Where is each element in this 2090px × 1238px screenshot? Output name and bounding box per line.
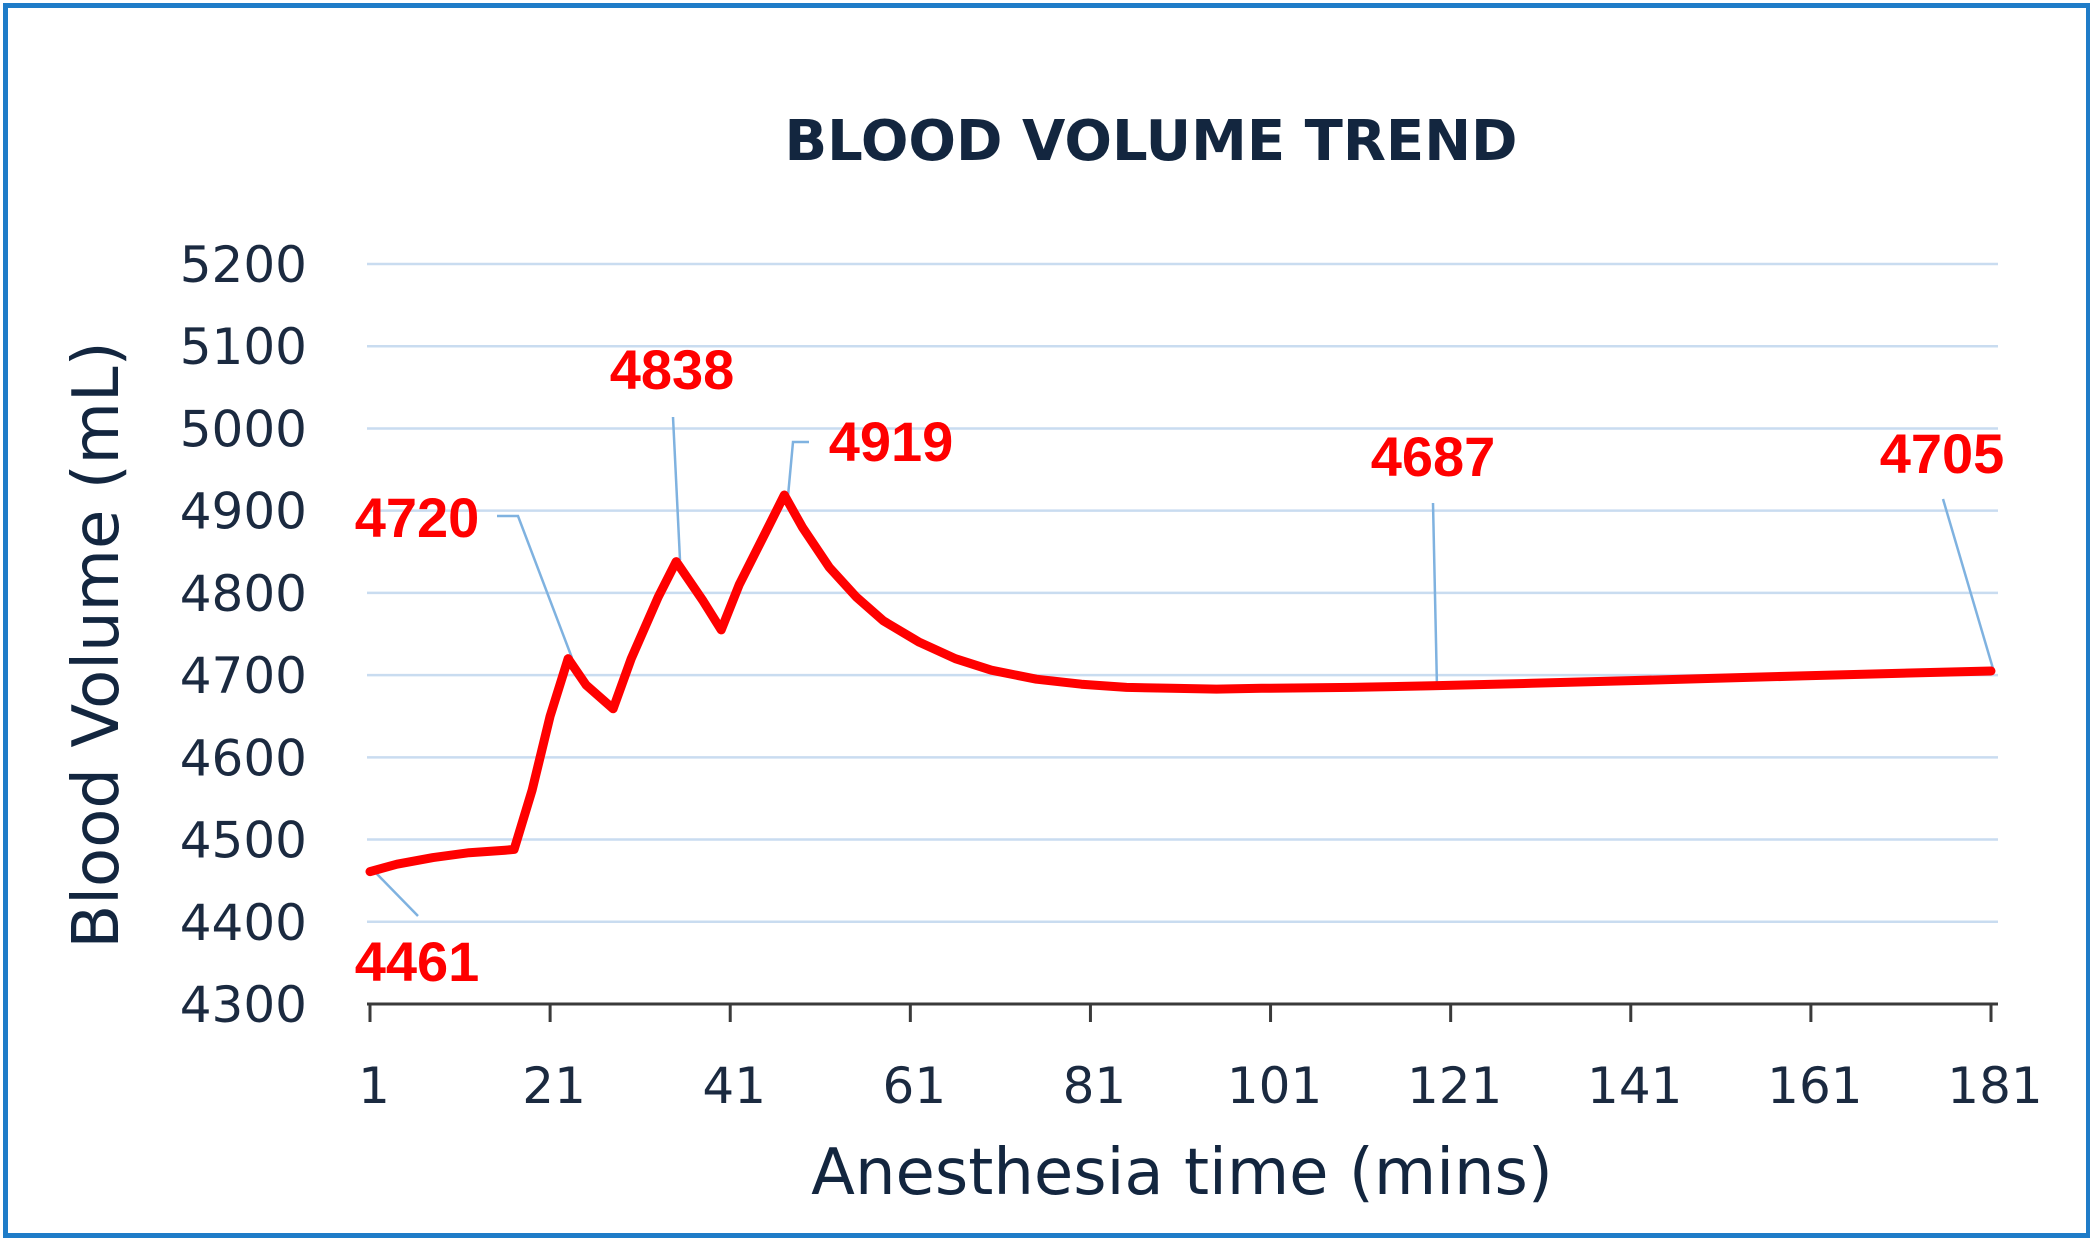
y-tick-label: 4800 xyxy=(180,565,307,623)
x-tick-label: 101 xyxy=(1227,1057,1322,1115)
x-tick-label: 181 xyxy=(1947,1057,2042,1115)
y-tick-label: 4500 xyxy=(180,812,307,870)
data-labels: 4461 4720 4838 4919 4687 4705 xyxy=(355,338,2005,993)
leader-line xyxy=(1943,499,1994,672)
y-tick-label: 5000 xyxy=(180,400,307,458)
x-tick-label: 1 xyxy=(358,1057,390,1115)
leader-line xyxy=(673,417,680,560)
leader-lines xyxy=(375,417,1994,916)
y-axis-title: Blood Volume (mL) xyxy=(60,341,134,948)
series-group xyxy=(370,495,1991,872)
x-tick-label: 61 xyxy=(883,1057,947,1115)
leader-line xyxy=(375,872,418,916)
chart-title: BLOOD VOLUME TREND xyxy=(784,109,1517,174)
blood-volume-line xyxy=(370,495,1991,872)
y-tick-label: 4900 xyxy=(180,483,307,541)
data-label: 4720 xyxy=(355,486,480,549)
y-tick-label: 5100 xyxy=(180,318,307,376)
y-tick-label: 5200 xyxy=(180,236,307,294)
x-tick-label: 41 xyxy=(702,1057,766,1115)
x-tick-label: 21 xyxy=(522,1057,586,1115)
leader-line xyxy=(788,442,809,496)
x-tick-label: 121 xyxy=(1407,1057,1502,1115)
x-tick-label: 81 xyxy=(1063,1057,1127,1115)
x-axis-title: Anesthesia time (mins) xyxy=(811,1136,1553,1210)
y-tick-label: 4700 xyxy=(180,647,307,705)
leader-line xyxy=(1433,503,1437,688)
y-tick-label: 4300 xyxy=(180,976,307,1034)
y-tick-labels: 4300 4400 4500 4600 4700 4800 4900 5000 5100 5200 xyxy=(180,236,307,1034)
data-label: 4705 xyxy=(1880,422,2005,485)
x-tick-label: 161 xyxy=(1767,1057,1862,1115)
y-tick-label: 4400 xyxy=(180,894,307,952)
leader-line xyxy=(497,516,572,658)
y-tick-label: 4600 xyxy=(180,729,307,787)
data-label: 4838 xyxy=(610,338,735,401)
data-label: 4461 xyxy=(355,930,480,993)
data-label: 4919 xyxy=(829,410,954,473)
data-label: 4687 xyxy=(1371,425,1496,488)
x-tick-label: 141 xyxy=(1587,1057,1682,1115)
